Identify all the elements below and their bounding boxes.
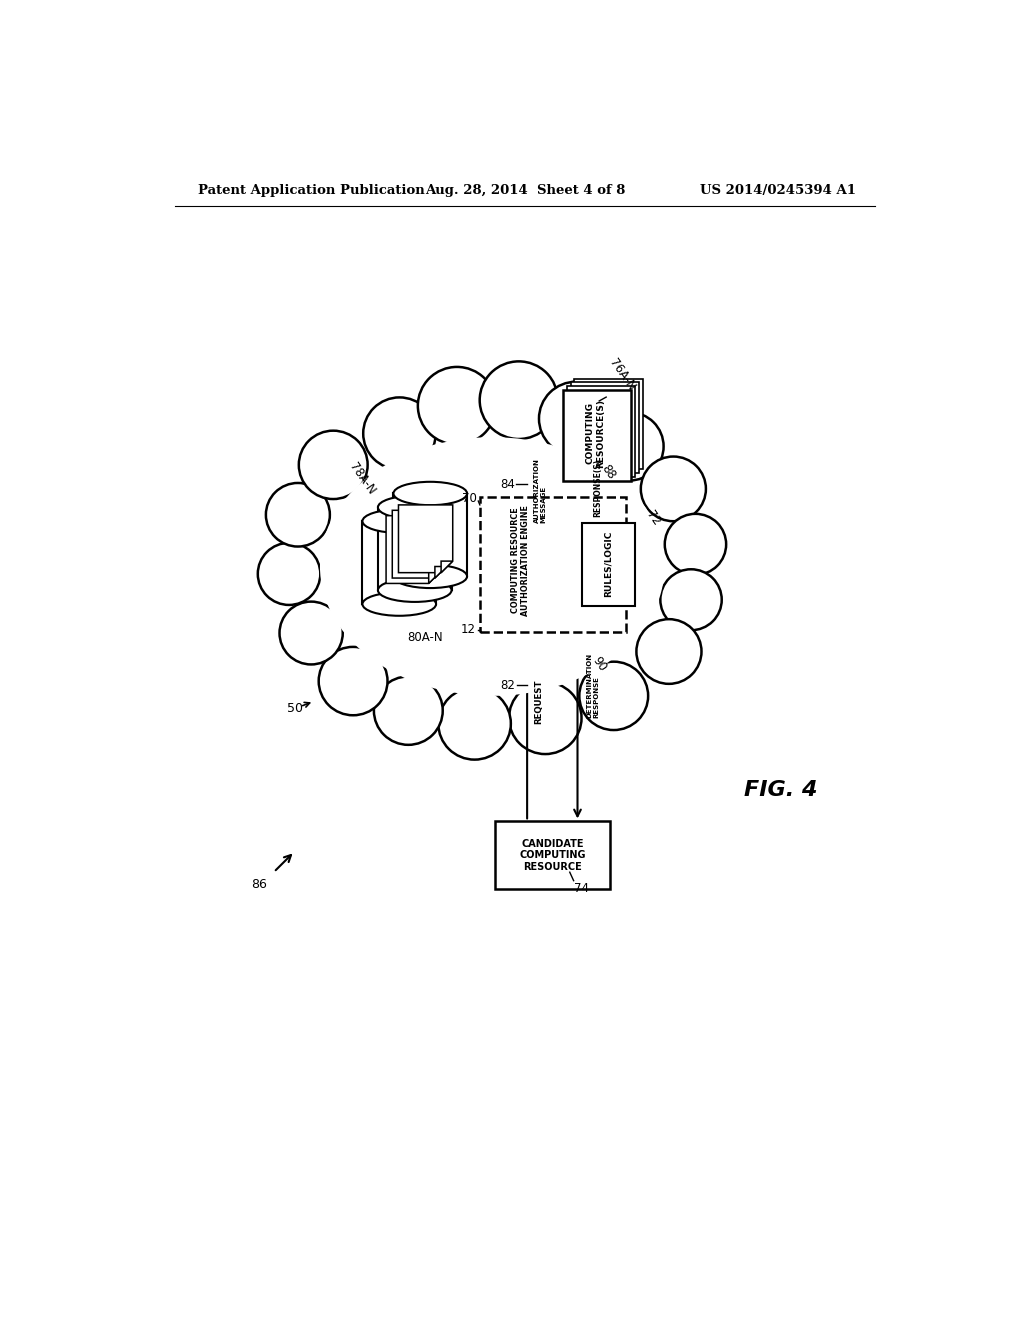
Circle shape (364, 397, 436, 470)
FancyBboxPatch shape (496, 821, 610, 890)
Circle shape (374, 676, 442, 744)
Text: COMPUTING RESOURCE
AUTHORIZATION ENGINE: COMPUTING RESOURCE AUTHORIZATION ENGINE (511, 506, 529, 615)
FancyBboxPatch shape (570, 383, 639, 474)
Ellipse shape (362, 593, 436, 615)
Polygon shape (392, 511, 446, 578)
Text: Aug. 28, 2014  Sheet 4 of 8: Aug. 28, 2014 Sheet 4 of 8 (425, 185, 625, 197)
Text: 90: 90 (590, 655, 609, 675)
Text: RESPONSE(S): RESPONSE(S) (593, 459, 602, 517)
Polygon shape (429, 572, 440, 583)
Text: 82: 82 (501, 678, 515, 692)
Text: FIG. 4: FIG. 4 (744, 780, 817, 800)
Circle shape (509, 682, 582, 754)
FancyBboxPatch shape (393, 494, 467, 577)
Text: 80A-N: 80A-N (407, 631, 442, 644)
Ellipse shape (393, 565, 467, 589)
Circle shape (438, 688, 511, 759)
Circle shape (418, 367, 496, 445)
Circle shape (299, 430, 368, 499)
Text: DETERMINATION
RESPONSE: DETERMINATION RESPONSE (587, 653, 599, 718)
Text: 12: 12 (461, 623, 476, 636)
Circle shape (479, 362, 558, 440)
Polygon shape (386, 516, 440, 583)
Text: 84: 84 (500, 478, 515, 491)
FancyBboxPatch shape (362, 521, 436, 605)
Ellipse shape (393, 482, 467, 506)
Text: REQUEST: REQUEST (535, 678, 543, 723)
Circle shape (660, 569, 722, 630)
Polygon shape (435, 566, 446, 578)
Text: 70: 70 (462, 492, 477, 506)
Text: 76A-N: 76A-N (606, 356, 637, 393)
Text: Patent Application Publication: Patent Application Publication (198, 185, 425, 197)
Text: RULES/LOGIC: RULES/LOGIC (604, 531, 613, 598)
Ellipse shape (319, 437, 665, 696)
Circle shape (280, 602, 343, 664)
Circle shape (318, 647, 387, 715)
FancyBboxPatch shape (566, 387, 635, 478)
Ellipse shape (362, 510, 436, 533)
FancyBboxPatch shape (480, 496, 626, 631)
Ellipse shape (304, 428, 680, 705)
Ellipse shape (378, 496, 452, 519)
Circle shape (258, 543, 321, 605)
Text: 74: 74 (574, 882, 590, 895)
Polygon shape (398, 506, 453, 573)
Text: 88: 88 (599, 462, 618, 482)
Circle shape (539, 381, 613, 455)
Circle shape (266, 483, 330, 546)
FancyBboxPatch shape (563, 391, 631, 480)
Text: 72: 72 (643, 508, 663, 528)
Circle shape (636, 619, 701, 684)
Text: COMPUTING
RESOURCE(S): COMPUTING RESOURCE(S) (586, 399, 605, 467)
FancyBboxPatch shape (583, 523, 635, 606)
Text: US 2014/0245394 A1: US 2014/0245394 A1 (700, 185, 856, 197)
Text: 78A-N: 78A-N (346, 461, 378, 498)
Text: 50: 50 (287, 702, 303, 715)
Ellipse shape (378, 578, 452, 602)
FancyBboxPatch shape (378, 507, 452, 590)
Circle shape (665, 513, 726, 574)
Polygon shape (441, 561, 453, 573)
Text: AUTHORIZATION
MESSAGE: AUTHORIZATION MESSAGE (535, 458, 547, 524)
Circle shape (595, 412, 664, 480)
Text: 86: 86 (252, 878, 267, 891)
Text: CANDIDATE
COMPUTING
RESOURCE: CANDIDATE COMPUTING RESOURCE (519, 838, 586, 871)
FancyBboxPatch shape (574, 379, 643, 470)
Circle shape (641, 457, 706, 521)
Circle shape (580, 661, 648, 730)
